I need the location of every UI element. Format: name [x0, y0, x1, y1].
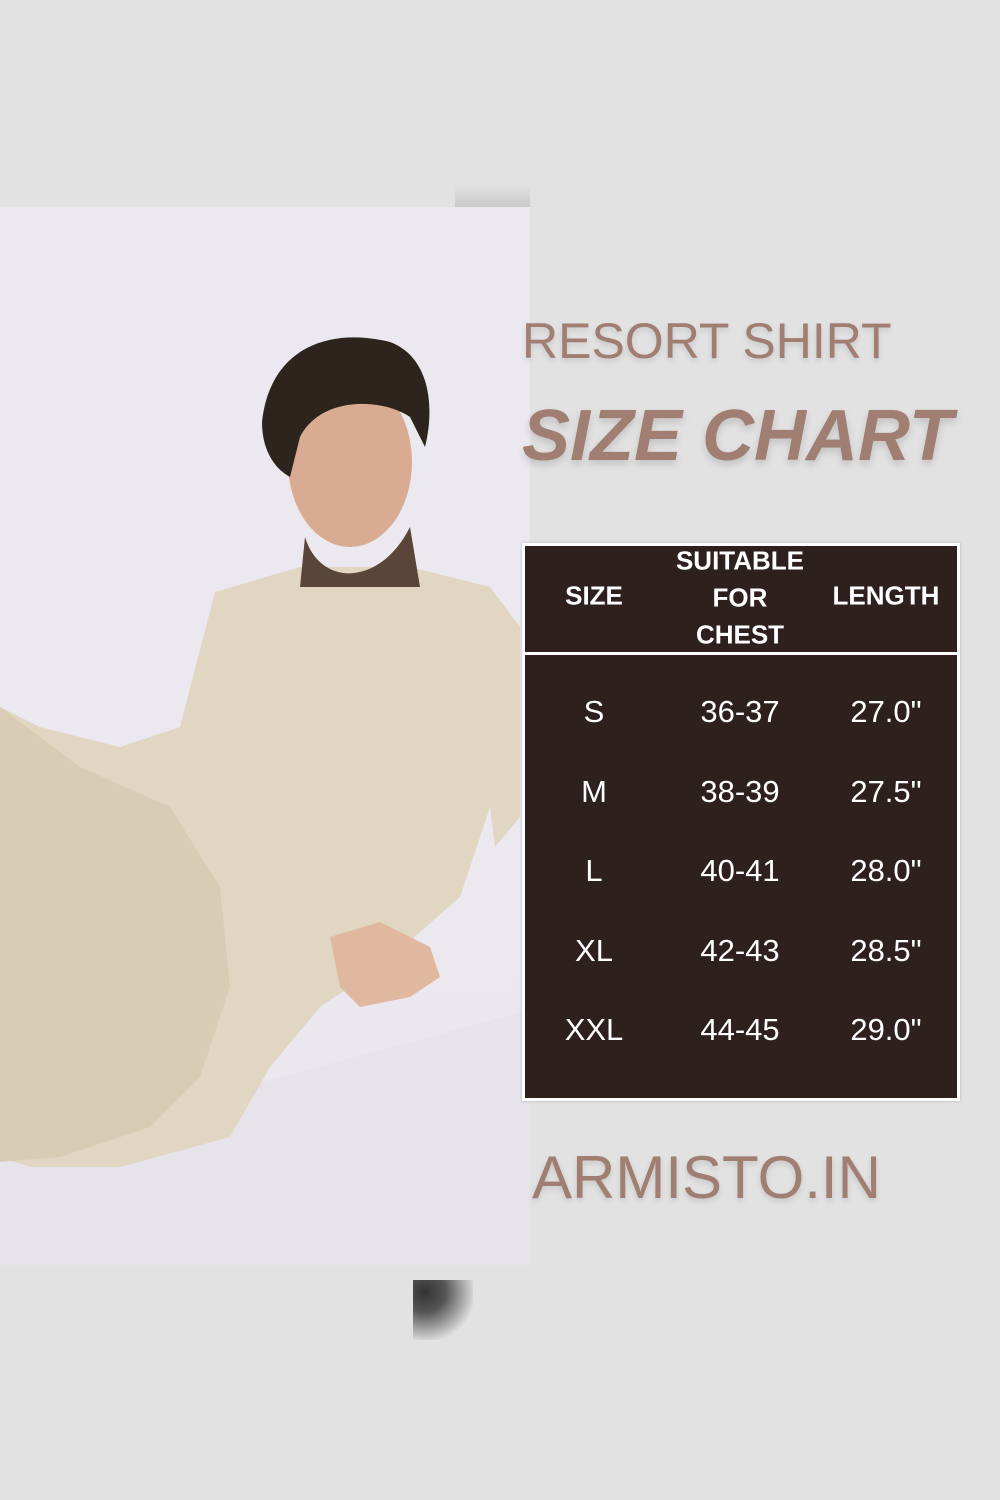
length-cell: 27.5"	[850, 774, 922, 809]
product-subtitle: RESORT SHIRT	[522, 313, 892, 369]
chest-cell: 40-41	[700, 853, 780, 888]
column-header-length: LENGTH	[832, 580, 940, 611]
size-chart-table: SIZE SUITABLE FOR CHEST LENGTH S 36-37 2…	[522, 543, 960, 1101]
table-header: SIZE SUITABLE FOR CHEST LENGTH	[525, 546, 957, 652]
model-photo	[0, 207, 530, 1265]
decorative-shadow	[455, 185, 530, 207]
size-cell: XXL	[564, 1012, 624, 1047]
page-title: SIZE CHART	[522, 396, 953, 476]
size-cell: S	[583, 694, 605, 729]
size-cell: L	[585, 853, 603, 888]
chest-cell: 44-45	[700, 1012, 780, 1047]
chest-cell: 36-37	[700, 694, 780, 729]
length-cell: 28.0"	[850, 853, 922, 888]
chest-cell: 38-39	[700, 774, 780, 809]
column-header-size: SIZE	[565, 580, 623, 611]
size-cell: M	[581, 774, 607, 809]
length-cell: 27.0"	[850, 694, 922, 729]
size-cell: XL	[575, 933, 613, 968]
chest-cell: 42-43	[700, 933, 780, 968]
length-cell: 28.5"	[850, 933, 922, 968]
table-body: S 36-37 27.0" M 38-39 27.5" L 40-41 28.0…	[525, 655, 957, 1098]
brand-website: ARMISTO.IN	[532, 1144, 881, 1211]
column-header-chest: SUITABLE FOR CHEST	[675, 545, 805, 650]
length-cell: 29.0"	[850, 1012, 922, 1047]
decorative-shadow	[413, 1280, 473, 1340]
